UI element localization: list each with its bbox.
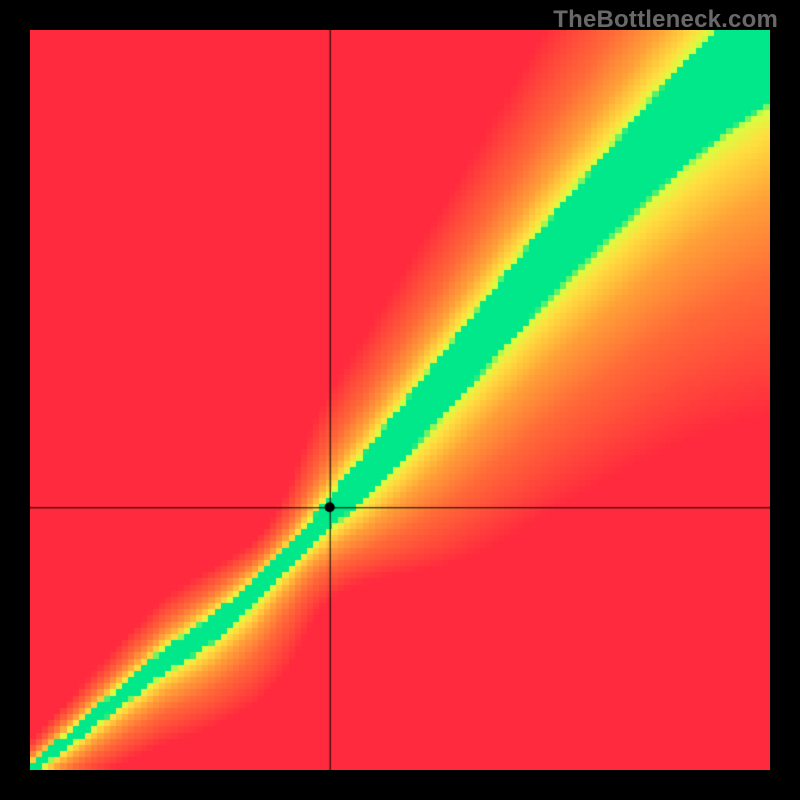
chart-container: { "watermark": { "text": "TheBottleneck.… <box>0 0 800 800</box>
watermark-text: TheBottleneck.com <box>553 6 778 34</box>
bottleneck-heatmap <box>30 30 770 770</box>
